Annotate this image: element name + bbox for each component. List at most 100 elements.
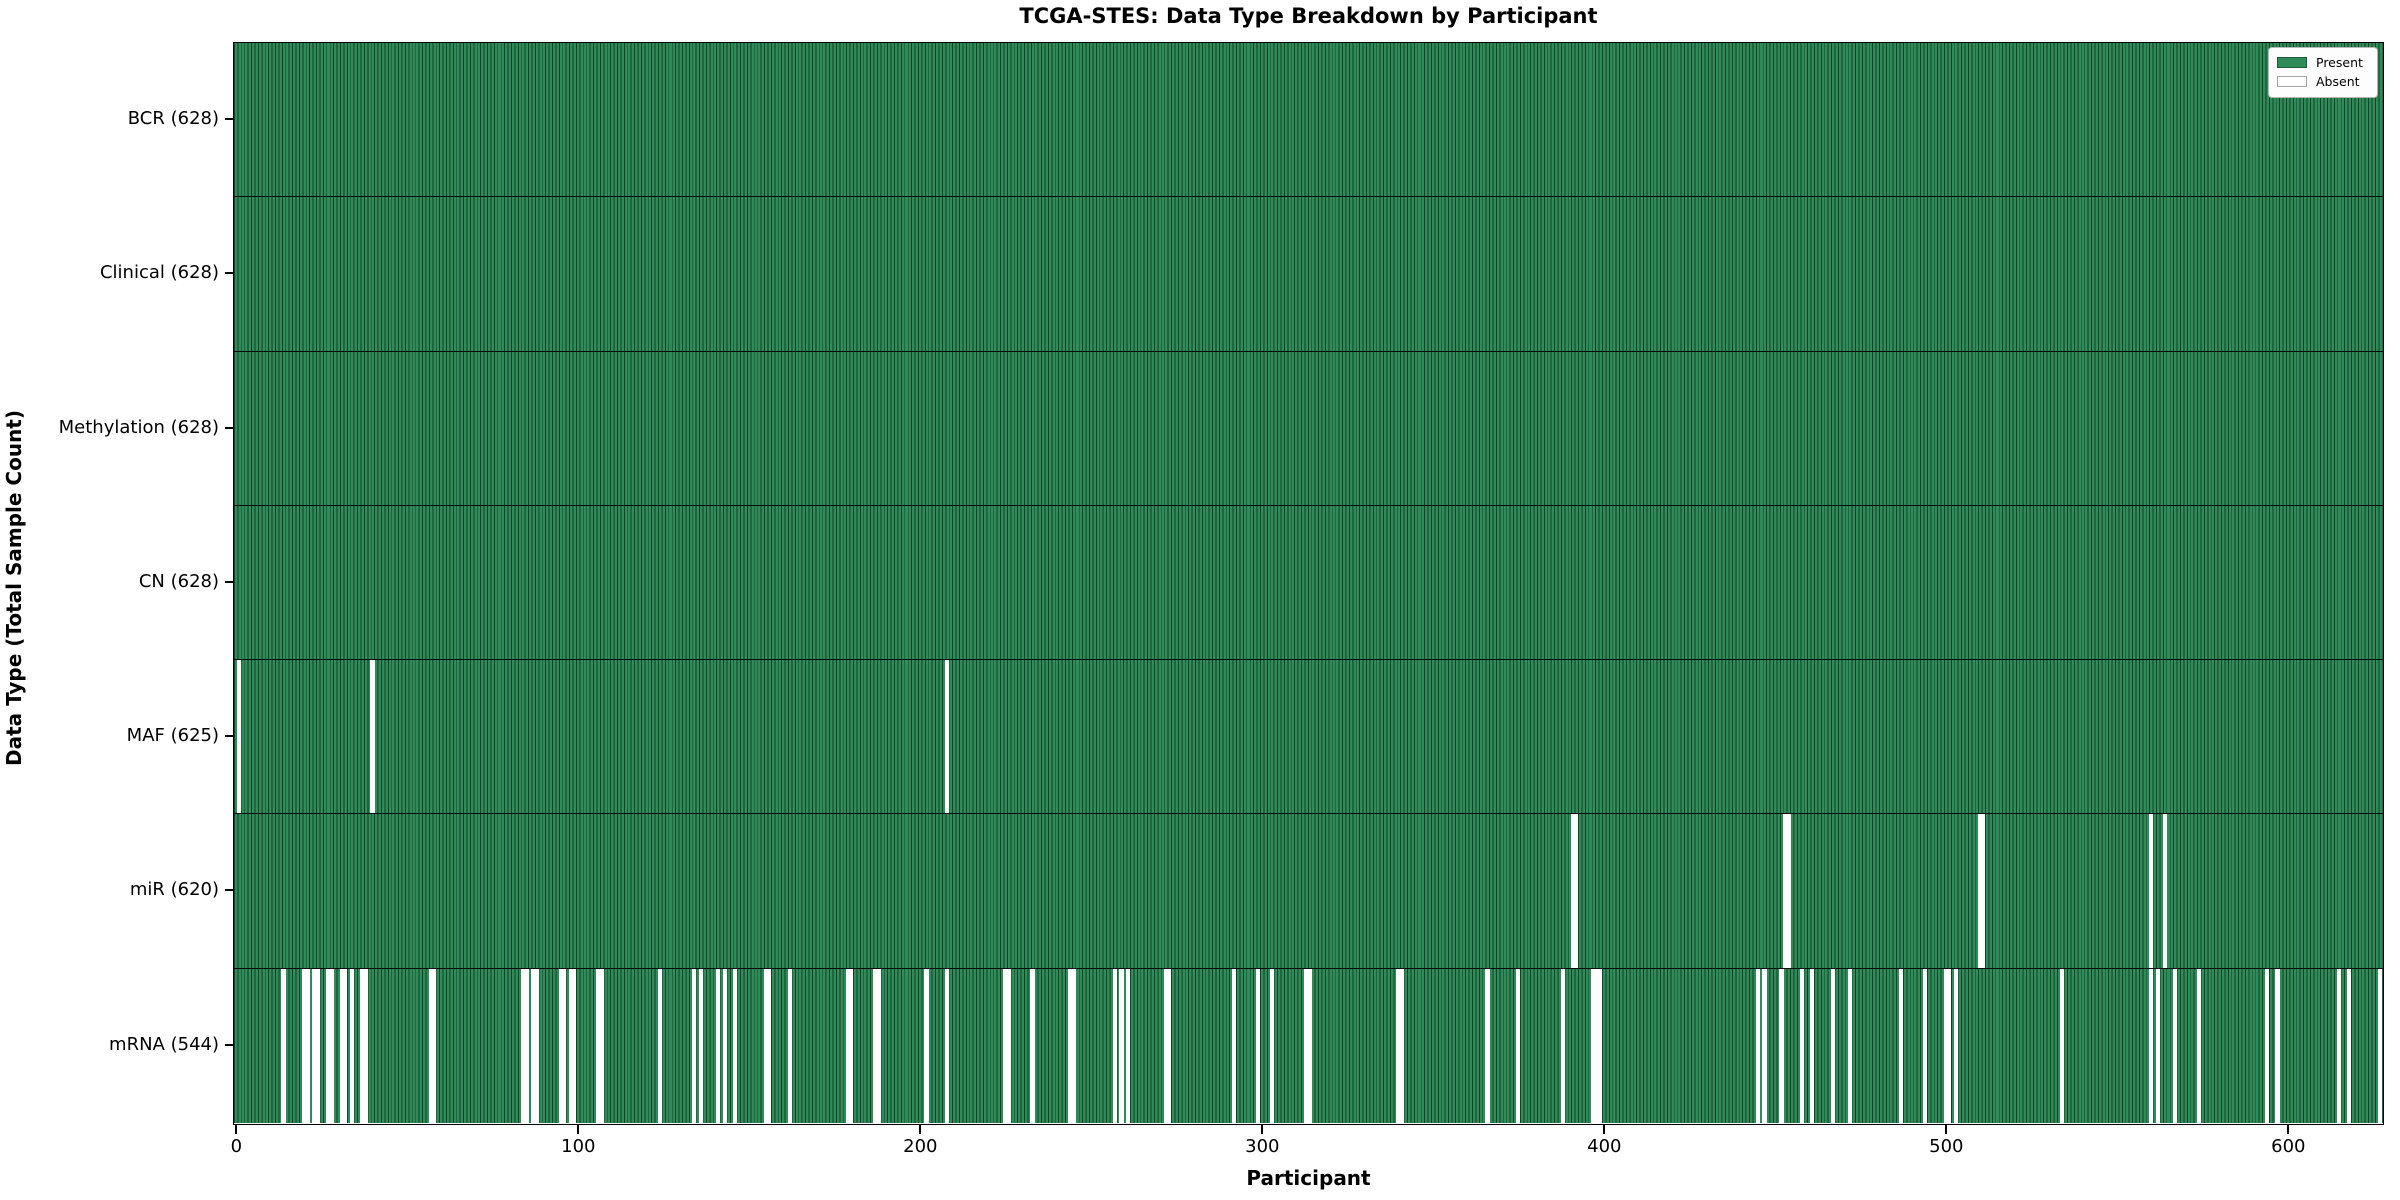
absent-bar-mrna-303 (1269, 968, 1275, 1123)
absent-bar-mrna-292 (1232, 968, 1237, 1123)
absent-bar-mrna-299 (1256, 968, 1261, 1123)
chart-row-mrna (234, 968, 2383, 1123)
chart-row-clinical (234, 197, 2383, 352)
absent-bar-mrna-141 (715, 968, 721, 1123)
chart-row-maf (234, 660, 2383, 815)
absent-bar-mrna-272 (1163, 968, 1169, 1123)
absent-bar-mrna-500 (1943, 968, 1948, 1123)
absent-bar-mrna-534 (2059, 968, 2065, 1123)
x-tick-mark (235, 1125, 238, 1134)
absent-bar-mrna-501 (1947, 968, 1952, 1123)
absent-bar-mrna-84 (520, 968, 526, 1123)
absent-bar-mrna-156 (767, 968, 772, 1123)
absent-bar-mir-511 (1981, 814, 1986, 968)
absent-bar-mrna-472 (1847, 968, 1853, 1123)
legend: Present Absent (2268, 47, 2378, 98)
absent-bar-mrna-594 (2265, 968, 2270, 1123)
absent-bar-mrna-447 (1762, 968, 1767, 1123)
absent-bar-mrna-98 (568, 968, 573, 1123)
absent-bar-mrna-188 (876, 968, 881, 1123)
absent-bar-mrna-399 (1598, 968, 1603, 1123)
absent-bar-mrna-273 (1167, 968, 1172, 1123)
absent-bar-mrna-21 (305, 968, 310, 1123)
x-tick-label-200: 200 (903, 1136, 938, 1157)
absent-bar-maf-40 (370, 660, 375, 814)
legend-patch-absent (2277, 76, 2307, 87)
x-tick-label-0: 0 (230, 1136, 243, 1157)
absent-bar-mrna-452 (1779, 968, 1784, 1123)
absent-bar-mrna-28 (329, 968, 334, 1123)
x-tick-mark (1261, 1125, 1264, 1134)
absent-bar-mrna-180 (849, 968, 854, 1123)
absent-bar-mrna-37 (360, 968, 365, 1123)
absent-bar-mrna-398 (1594, 968, 1599, 1123)
absent-bar-mrna-562 (2155, 968, 2160, 1123)
absent-bar-mrna-494 (1923, 968, 1928, 1123)
legend-label-absent: Absent (2316, 74, 2360, 89)
absent-bar-mrna-627 (2377, 968, 2383, 1123)
absent-bar-mrna-27 (325, 968, 331, 1123)
absent-bar-mrna-34 (349, 968, 355, 1123)
absent-bar-mir-453 (1782, 814, 1788, 968)
chart-title: TCGA-STES: Data Type Breakdown by Partic… (1019, 4, 1598, 28)
x-tick-mark (2287, 1125, 2290, 1134)
x-tick-label-500: 500 (1929, 1136, 1964, 1157)
absent-bar-mir-391 (1570, 814, 1576, 968)
absent-bar-mrna-20 (302, 968, 307, 1123)
absent-bar-mrna-38 (363, 968, 368, 1123)
y-tick-group: BCR (628) Clinical (628) Methylation (628)… (0, 42, 233, 1125)
y-tick-mark (225, 889, 233, 892)
absent-bar-mrna-143 (722, 968, 727, 1123)
absent-bar-mrna-388 (1560, 968, 1565, 1123)
absent-bar-mrna-96 (561, 968, 567, 1123)
absent-bar-mrna-106 (596, 968, 601, 1123)
absent-bar-mrna-23 (312, 968, 317, 1123)
absent-bar-mrna-560 (2148, 968, 2154, 1123)
x-tick-label-400: 400 (1587, 1136, 1622, 1157)
absent-bar-mrna-503 (1953, 968, 1959, 1123)
absent-bar-mir-454 (1786, 814, 1791, 968)
absent-bar-mrna-615 (2336, 968, 2342, 1123)
absent-bar-mrna-31 (339, 968, 344, 1123)
legend-patch-present (2277, 57, 2307, 68)
present-bars-clinical (234, 197, 2383, 351)
absent-bar-mrna-341 (1399, 968, 1405, 1123)
absent-bar-mrna-574 (2196, 968, 2201, 1123)
absent-bar-mrna-87 (531, 968, 536, 1123)
absent-bar-mir-510 (1977, 814, 1983, 968)
y-tick-mark (225, 580, 233, 583)
legend-label-present: Present (2316, 55, 2363, 70)
absent-bar-mrna-187 (873, 968, 878, 1123)
absent-bar-mrna-136 (698, 968, 703, 1123)
absent-bar-mrna-32 (343, 968, 348, 1123)
absent-bar-mrna-259 (1119, 968, 1124, 1123)
present-bars-cn (234, 505, 2383, 659)
chart-row-methylation (234, 351, 2383, 506)
absent-bar-mrna-340 (1396, 968, 1401, 1123)
absent-bar-mrna-245 (1071, 968, 1076, 1123)
absent-bar-mrna-99 (572, 968, 577, 1123)
absent-bar-mrna-313 (1304, 968, 1309, 1123)
y-tick-label-clinical: Clinical (628) (99, 262, 219, 284)
present-bars-maf (234, 660, 2383, 814)
absent-bar-mrna-134 (691, 968, 697, 1123)
present-bars-bcr (234, 43, 2383, 197)
absent-bar-mrna-487 (1899, 968, 1904, 1123)
x-tick-mark (1603, 1125, 1606, 1134)
y-tick-mark (225, 118, 233, 121)
absent-bar-mrna-597 (2275, 968, 2280, 1123)
absent-bar-mrna-202 (924, 968, 929, 1123)
absent-bar-mrna-244 (1068, 968, 1073, 1123)
plot-area (233, 42, 2384, 1125)
absent-bar-mrna-467 (1830, 968, 1835, 1123)
x-tick-label-100: 100 (561, 1136, 596, 1157)
absent-bar-mrna-57 (428, 968, 433, 1123)
absent-bar-mrna-458 (1799, 968, 1805, 1123)
absent-bar-mrna-124 (657, 968, 662, 1123)
present-bars-mir (234, 814, 2383, 968)
x-tick-label-300: 300 (1245, 1136, 1280, 1157)
absent-bar-mrna-179 (845, 968, 850, 1123)
y-tick-mark (225, 272, 233, 275)
absent-bar-mrna-85 (524, 968, 529, 1123)
